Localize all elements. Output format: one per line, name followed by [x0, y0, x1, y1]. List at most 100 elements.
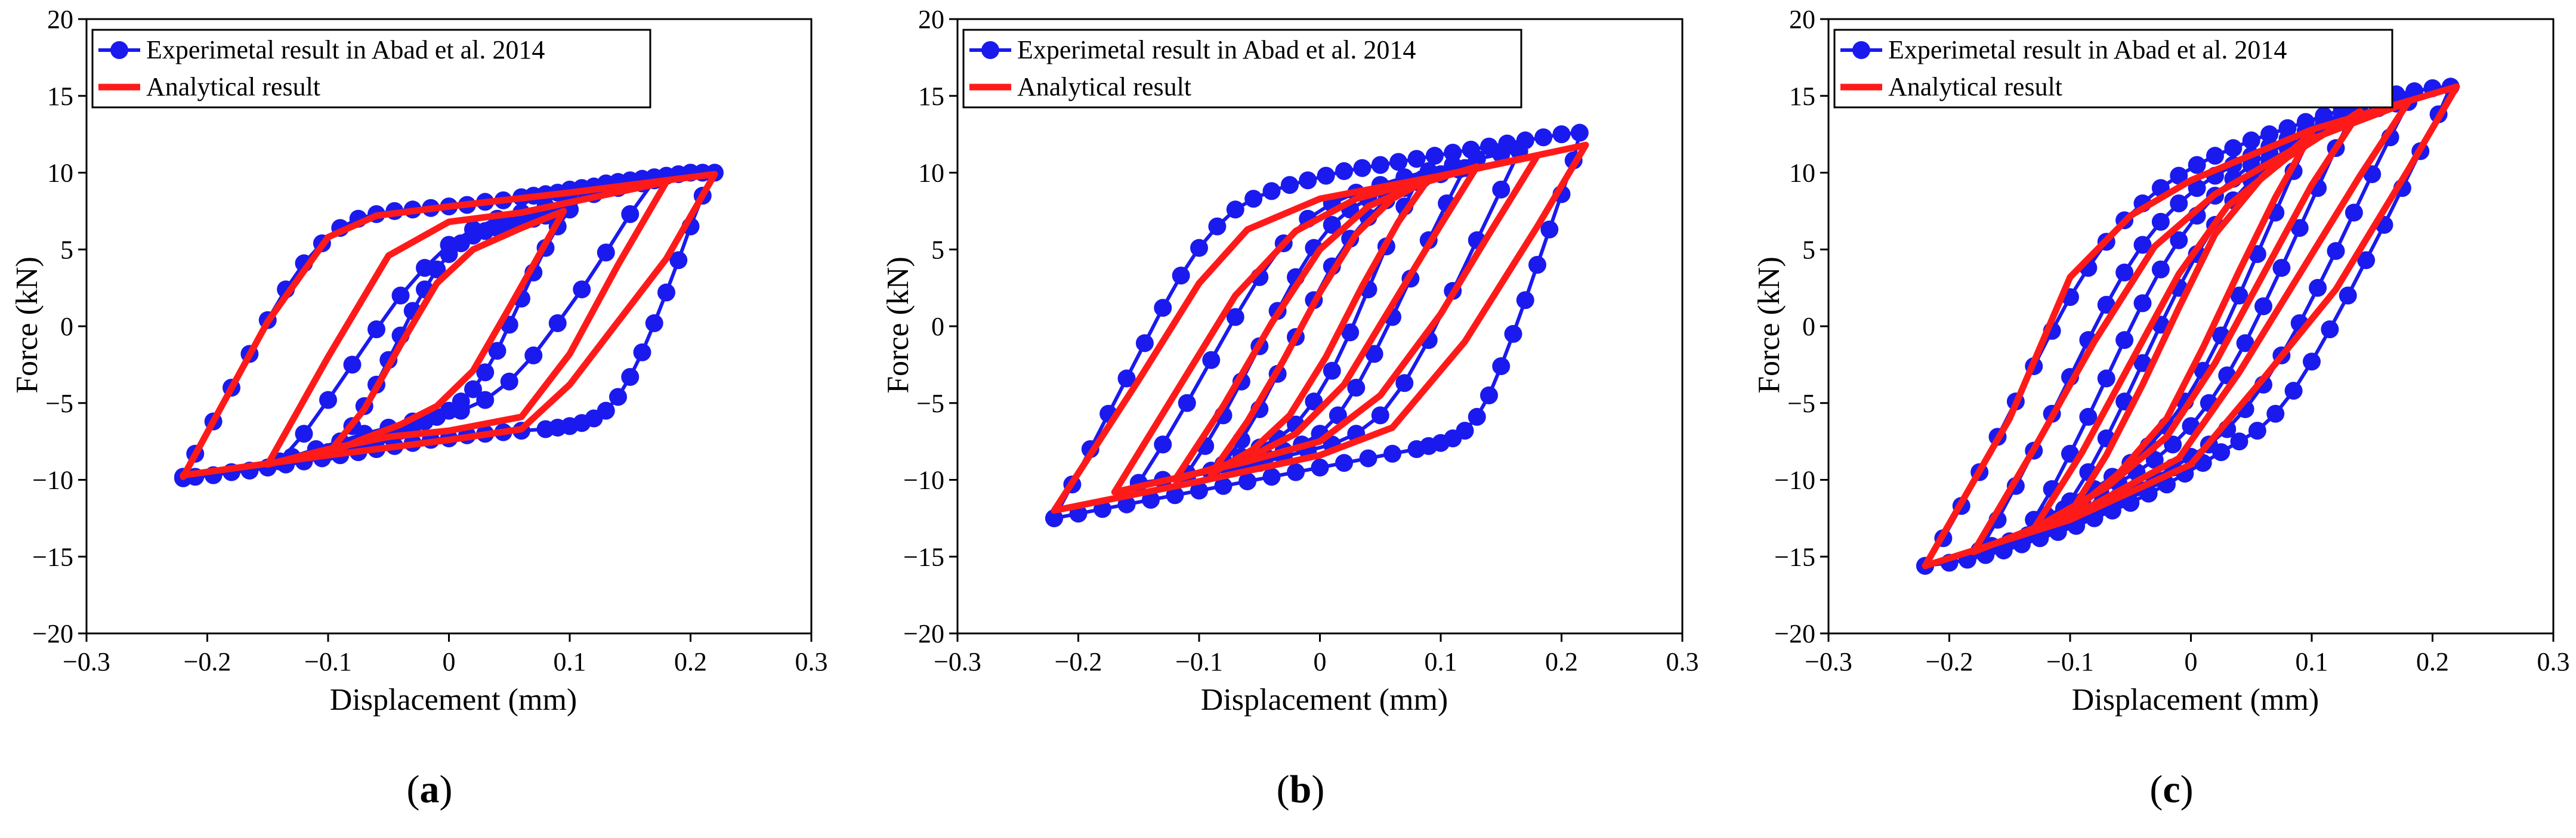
experimental-point	[1329, 406, 1347, 425]
experimental-point	[2254, 297, 2272, 316]
experimental-point	[1045, 509, 1063, 527]
experimental-point	[1371, 406, 1389, 425]
experimental-point	[1190, 239, 1208, 257]
experimental-point	[464, 380, 482, 398]
analytical-line	[1922, 83, 2460, 570]
experimental-point	[1504, 324, 1522, 343]
y-axis-title: Force (kN)	[881, 256, 915, 394]
x-axis-title: Displacement (mm)	[330, 683, 577, 717]
y-tick-label: 10	[1789, 159, 1815, 188]
y-tick-label: 5	[1802, 235, 1815, 264]
x-tick-label: −0.3	[934, 647, 981, 676]
experimental-point	[1534, 128, 1553, 147]
x-axis-title: Displacement (mm)	[2072, 683, 2319, 717]
caption-letter: a	[420, 768, 440, 811]
y-tick-label: −5	[916, 389, 944, 418]
experimental-point	[2133, 294, 2152, 313]
experimental-point	[2145, 451, 2164, 469]
experimental-point	[1371, 156, 1389, 174]
experimental-point	[1178, 394, 1196, 412]
x-tick-label: −0.2	[1926, 647, 1973, 676]
legend-box	[1833, 29, 2393, 109]
legend-experimental-swatch-marker	[981, 41, 999, 59]
experimental-point	[452, 392, 470, 411]
analytical-line	[1172, 163, 1481, 483]
experimental-point	[1244, 190, 1263, 208]
y-tick-label: −10	[32, 466, 73, 495]
experimental-point	[295, 425, 313, 443]
experimental-point	[1492, 357, 1511, 375]
experimental-point	[621, 367, 640, 386]
analytical-line	[2030, 108, 2364, 533]
experimental-point	[1172, 267, 1190, 285]
experimental-point	[2345, 203, 2363, 222]
experimental-point	[488, 342, 506, 360]
experimental-point	[2133, 236, 2152, 254]
experimental-point	[2266, 404, 2285, 423]
panel-caption: (a)	[407, 768, 453, 811]
x-tick-label: 0	[1314, 647, 1327, 676]
x-tick-label: −0.2	[1055, 647, 1102, 676]
experimental-point	[2236, 334, 2254, 352]
y-tick-label: −5	[1787, 389, 1815, 418]
x-tick-label: 0.1	[2296, 647, 2328, 676]
experimental-point	[476, 363, 495, 382]
experimental-point	[1287, 463, 1305, 481]
experimental-point	[1468, 407, 1486, 426]
x-tick-label: 0.3	[2537, 647, 2570, 676]
experimental-point	[1335, 454, 1353, 472]
experimental-point	[1353, 159, 1372, 177]
caption-open: (	[1277, 768, 1290, 811]
experimental-point	[2151, 212, 2170, 231]
experimental-point	[1540, 220, 1559, 239]
x-tick-label: 0.3	[795, 647, 828, 676]
y-tick-label: 5	[931, 235, 944, 264]
experimental-point	[476, 391, 495, 409]
experimental-point	[2097, 369, 2115, 388]
plot-series	[1916, 78, 2460, 575]
experimental-point	[1117, 369, 1136, 388]
experimental-point	[2170, 194, 2188, 212]
experimental-point	[1154, 299, 1172, 317]
caption-open: (	[407, 768, 420, 811]
x-tick-label: 0.1	[1425, 647, 1457, 676]
y-tick-label: −20	[903, 619, 944, 648]
experimental-point	[536, 420, 555, 438]
experimental-point	[1262, 468, 1281, 486]
experimental-point	[1528, 256, 1546, 274]
caption-close: )	[2180, 768, 2194, 811]
y-tick-label: −15	[903, 542, 944, 571]
experimental-point	[367, 320, 385, 339]
caption-close: )	[1311, 768, 1324, 811]
experimental-point	[2151, 260, 2170, 279]
experimental-point	[669, 251, 688, 270]
panel-a: −0.3 −0.2 −0.1 0 0.1 0.2 0.3 −20 −15 −10 −5 0 5 10 15 2…	[10, 5, 828, 811]
analytical-line	[1051, 141, 1589, 514]
experimental-point	[609, 388, 627, 406]
experimental-point	[1262, 182, 1281, 200]
y-tick-label: −15	[32, 542, 73, 571]
panel-caption: (b)	[1277, 768, 1325, 811]
y-tick-label: 5	[60, 235, 73, 264]
y-axis-title: Force (kN)	[10, 256, 44, 394]
plot-series	[1045, 123, 1589, 527]
experimental-point	[2224, 139, 2243, 157]
analytical-line	[180, 171, 718, 480]
caption-open: (	[2149, 768, 2163, 811]
analytical-line	[325, 208, 567, 457]
experimental-point	[1238, 472, 1256, 491]
experimental-point	[1280, 176, 1299, 194]
experimental-point	[2339, 286, 2357, 305]
experimental-point	[1407, 440, 1426, 458]
caption-letter: b	[1290, 768, 1312, 811]
experimental-point	[633, 343, 651, 361]
plot-series	[174, 163, 724, 487]
y-axis-title: Force (kN)	[1752, 256, 1786, 394]
experimental-point	[645, 314, 663, 332]
experimental-point	[1214, 477, 1233, 495]
x-tick-label: 0	[2185, 647, 2198, 676]
x-tick-label: −0.1	[2046, 647, 2094, 676]
experimental-point	[1365, 345, 1383, 363]
experimental-point	[2303, 352, 2321, 371]
